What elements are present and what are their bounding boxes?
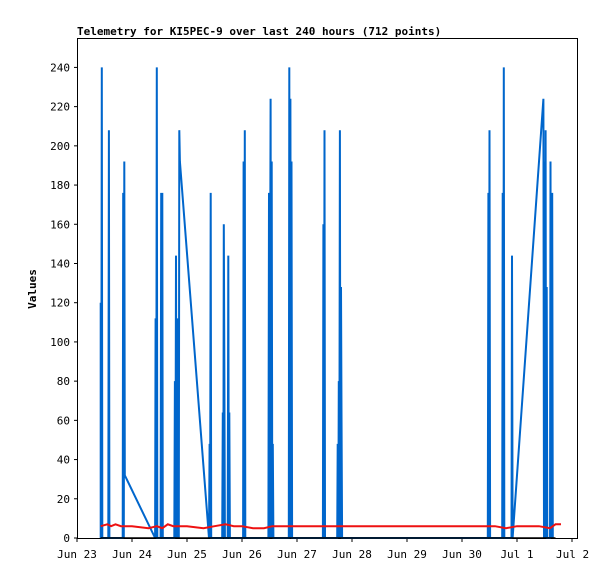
series-line-2 xyxy=(100,523,561,530)
x-axis-ticks: Jun 23 Jun 24 Jun 25 Jun 26 Jun 27 Jun 28 Jun … xyxy=(57,538,589,561)
y-tick-label: 80 xyxy=(57,375,70,388)
y-tick-label: 60 xyxy=(57,414,70,427)
x-tick-label: Jun 24 xyxy=(112,548,152,561)
y-tick-label: 0 xyxy=(63,532,70,545)
y-tick-label: 40 xyxy=(57,454,70,467)
x-tick-label: Jun 29 xyxy=(387,548,427,561)
y-tick-label: 100 xyxy=(50,336,70,349)
series-layer xyxy=(99,67,561,539)
chart-title: Telemetry for KI5PEC-9 over last 240 hou… xyxy=(77,25,441,38)
y-tick-label: 240 xyxy=(50,61,70,74)
x-tick-label: Jun 28 xyxy=(332,548,372,561)
y-tick-label: 20 xyxy=(57,493,70,506)
y-tick-label: 160 xyxy=(50,218,70,231)
x-tick-label: Jul 1 xyxy=(500,548,533,561)
y-tick-label: 120 xyxy=(50,297,70,310)
y-tick-label: 200 xyxy=(50,140,70,153)
x-tick-label: Jul 2 xyxy=(556,548,589,561)
y-axis-ticks: 0 20 40 60 80 100 120 140 160 180 200 220 240 xyxy=(50,61,78,545)
x-tick-label: Jun 30 xyxy=(442,548,482,561)
y-tick-label: 140 xyxy=(50,257,70,270)
x-tick-label: Jun 27 xyxy=(277,548,317,561)
series-line-1 xyxy=(99,67,554,539)
x-tick-label: Jun 23 xyxy=(57,548,97,561)
y-axis-title: Values xyxy=(26,269,39,309)
x-tick-label: Jun 25 xyxy=(167,548,207,561)
x-tick-label: Jun 26 xyxy=(222,548,262,561)
y-tick-label: 180 xyxy=(50,179,70,192)
y-tick-label: 220 xyxy=(50,101,70,114)
